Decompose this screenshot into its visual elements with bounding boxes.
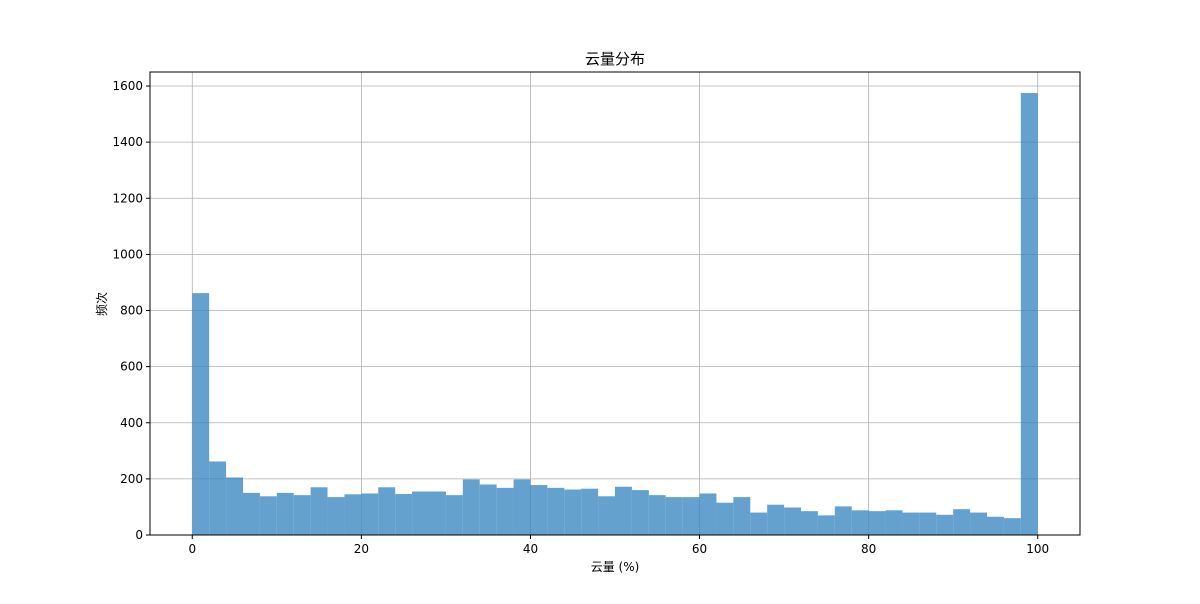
x-axis-ticks: 0 20 40 60 80 100	[188, 535, 1049, 556]
histogram-bar	[631, 490, 649, 535]
x-tick-label: 0	[188, 542, 196, 556]
histogram-bar	[530, 485, 548, 535]
histogram-bar	[801, 511, 818, 535]
histogram-bar	[598, 496, 615, 535]
histogram-bar	[327, 497, 345, 535]
y-tick-label: 1400	[112, 135, 143, 149]
histogram-bar	[733, 497, 751, 535]
x-tick-label: 40	[523, 542, 538, 556]
y-tick-label: 1200	[112, 191, 143, 205]
histogram-bar	[412, 491, 429, 535]
histogram-bar	[902, 512, 920, 535]
histogram-bars	[192, 93, 1038, 535]
histogram-bar	[665, 497, 683, 535]
histogram-bar	[716, 502, 734, 535]
histogram-bar	[784, 507, 801, 535]
histogram-bar	[310, 487, 328, 535]
histogram-bar	[378, 487, 396, 535]
histogram-bar	[192, 293, 210, 535]
x-tick-label: 60	[692, 542, 707, 556]
histogram-bar	[953, 509, 971, 535]
histogram-bar	[1020, 93, 1038, 535]
histogram-bar	[344, 494, 362, 535]
histogram-bar	[429, 491, 446, 535]
histogram-bar	[395, 494, 413, 535]
histogram-bar	[615, 486, 632, 535]
histogram-bar	[1003, 518, 1021, 535]
histogram-bar	[462, 479, 480, 535]
y-tick-label: 200	[120, 472, 143, 486]
histogram-bar	[445, 495, 463, 535]
y-axis-ticks: 0 200 400 600 800 1000 1200 1400 1600	[112, 79, 150, 542]
histogram-bar	[970, 512, 987, 535]
x-tick-label: 20	[354, 542, 369, 556]
x-tick-label: 80	[861, 542, 876, 556]
histogram-bar	[479, 484, 497, 535]
histogram-bar	[851, 510, 869, 535]
y-tick-label: 800	[120, 304, 143, 318]
histogram-bar	[885, 510, 903, 535]
histogram-bar	[226, 477, 243, 535]
chart-title: 云量分布	[585, 50, 645, 68]
histogram-bar	[699, 493, 717, 535]
grid-lines	[150, 72, 1080, 536]
histogram-bar	[496, 487, 514, 535]
histogram-bar	[513, 479, 531, 535]
x-tick-label: 100	[1026, 542, 1049, 556]
histogram-bar	[293, 495, 311, 535]
histogram-bar	[767, 504, 785, 535]
histogram-bar	[750, 512, 768, 535]
histogram-bar	[682, 497, 700, 535]
histogram-bar	[361, 493, 379, 535]
histogram-bar	[817, 515, 835, 535]
histogram-bar	[834, 506, 852, 535]
y-tick-label: 1000	[112, 247, 143, 261]
histogram-bar	[581, 488, 599, 535]
histogram-bar	[209, 461, 227, 535]
plot-frame	[149, 71, 1081, 536]
histogram-bar	[259, 496, 277, 535]
x-axis-label: 云量 (%)	[591, 560, 640, 574]
histogram-bar	[987, 516, 1004, 535]
histogram-bar	[243, 492, 260, 535]
histogram-bar	[919, 512, 937, 535]
y-axis-label: 频次	[95, 292, 109, 316]
y-tick-label: 0	[135, 528, 143, 542]
histogram-bar	[936, 514, 954, 535]
histogram-bar	[564, 489, 582, 535]
histogram-bar	[868, 511, 886, 535]
histogram-bar	[547, 487, 565, 535]
histogram-bar	[276, 492, 294, 535]
y-tick-label: 1600	[112, 79, 143, 93]
y-tick-label: 600	[120, 360, 143, 374]
y-tick-label: 400	[120, 416, 143, 430]
histogram-bar	[648, 495, 666, 535]
